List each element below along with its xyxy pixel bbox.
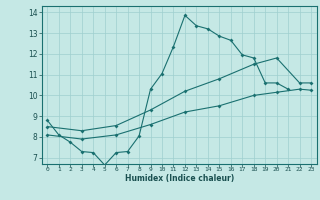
X-axis label: Humidex (Indice chaleur): Humidex (Indice chaleur) [124, 174, 234, 183]
